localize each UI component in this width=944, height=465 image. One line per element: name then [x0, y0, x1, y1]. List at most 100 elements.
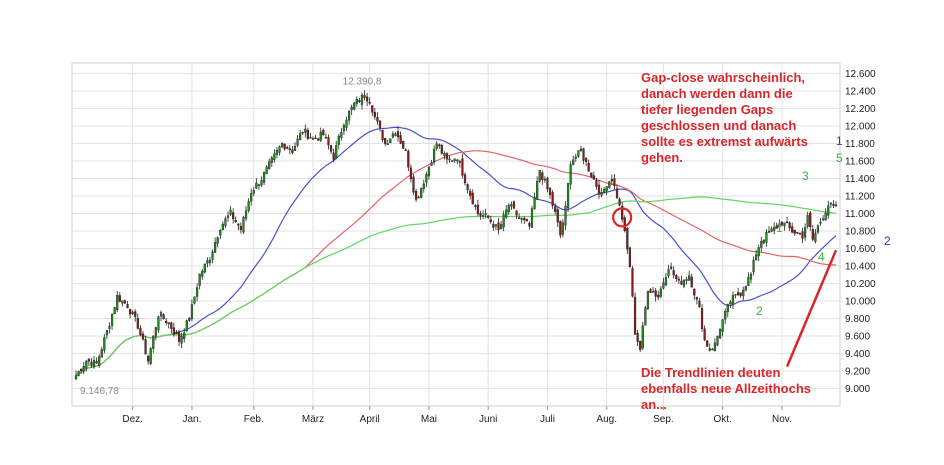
candle-body	[229, 209, 232, 215]
candle-body	[381, 130, 384, 140]
candle-body	[657, 294, 660, 298]
candle-body	[649, 289, 652, 293]
candle-body	[579, 148, 583, 152]
candle-body	[595, 180, 598, 187]
candle-body	[324, 136, 328, 139]
candle-body	[360, 94, 364, 105]
candle-body	[347, 111, 351, 121]
candle-body	[801, 231, 804, 239]
candle-body	[340, 132, 343, 138]
candle-body	[749, 273, 753, 280]
candle-body	[291, 149, 294, 153]
candle-body	[118, 295, 121, 302]
candle-body	[152, 335, 155, 349]
candle-body	[139, 327, 142, 335]
candle-body	[675, 275, 678, 279]
candle-body	[822, 218, 825, 221]
x-tick-label: Mai	[421, 414, 437, 425]
candle-body	[252, 190, 255, 194]
x-tick-label: Aug.	[596, 414, 617, 425]
candle-body	[476, 204, 480, 215]
candle-body	[412, 176, 415, 193]
candle-body	[275, 150, 279, 155]
candle-body	[386, 143, 389, 145]
y-tick-label: 10.800	[845, 227, 876, 238]
candle-body	[407, 150, 410, 168]
wave-label-blue-1: 1	[836, 134, 843, 148]
candle-body	[311, 138, 315, 140]
candle-body	[788, 222, 791, 229]
candle-body	[587, 163, 590, 172]
x-axis-ticks: Dez. Jan. Feb. März April Mai Juni Juli Aug. Sep.…	[122, 414, 791, 425]
candle-body	[288, 148, 291, 151]
x-tick-label: Feb.	[244, 414, 264, 425]
x-tick-label: Okt.	[713, 414, 731, 425]
candle-body	[306, 130, 309, 139]
candle-body	[232, 212, 235, 220]
candle-body	[144, 339, 147, 355]
candle-body	[319, 131, 322, 141]
candle-body	[760, 240, 763, 248]
candle-body	[497, 222, 500, 230]
candle-body	[327, 137, 330, 146]
candle-body	[590, 172, 593, 177]
candle-body	[170, 322, 173, 329]
gap-close-note: Gap-close wahrscheinlich, danach werden …	[641, 70, 808, 165]
candle-body	[755, 254, 758, 261]
candle-body	[203, 263, 206, 273]
candle-body	[809, 212, 812, 228]
candle-body	[402, 140, 405, 149]
candle-body	[77, 370, 80, 376]
candle-body	[128, 309, 132, 315]
candle-body	[739, 292, 742, 296]
candle-body	[628, 247, 632, 268]
candle-body	[177, 331, 181, 342]
candle-body	[430, 162, 433, 166]
candle-body	[283, 143, 286, 150]
candle-body	[713, 342, 717, 351]
candle-body	[639, 341, 642, 350]
candle-body	[752, 259, 755, 273]
candle-body	[82, 366, 85, 372]
candle-body	[224, 218, 227, 227]
candle-body	[188, 317, 191, 321]
candle-body	[561, 222, 565, 235]
candle-body	[541, 172, 544, 180]
candle-body	[219, 229, 222, 236]
candle-body	[221, 223, 224, 230]
candle-body	[711, 348, 714, 351]
candle-body	[185, 320, 188, 332]
y-tick-label: 11.200	[845, 192, 875, 203]
candle-body	[198, 273, 201, 286]
candle-body	[368, 101, 371, 104]
candle-body	[559, 221, 562, 236]
candle-body	[425, 174, 428, 183]
candle-body	[422, 183, 425, 189]
candle-body	[432, 148, 436, 163]
y-tick-label: 11.400	[845, 174, 875, 185]
wave-label-green-1: 1	[776, 221, 783, 235]
candle-body	[394, 133, 397, 137]
candle-body	[597, 184, 601, 195]
candle-body	[731, 295, 735, 305]
candle-body	[100, 349, 103, 358]
candle-body	[641, 325, 644, 349]
candle-body	[677, 278, 680, 281]
candle-body	[363, 95, 366, 99]
candle-body	[494, 224, 498, 227]
candle-body	[456, 159, 459, 162]
overlay-marks	[612, 207, 838, 368]
candle-body	[448, 158, 451, 161]
candle-body	[706, 340, 709, 347]
gap-marker-circle	[612, 207, 633, 228]
candle-body	[355, 98, 358, 104]
candle-body	[770, 228, 773, 232]
candle-body	[280, 142, 284, 148]
candle-body	[237, 223, 240, 226]
candle-body	[98, 356, 101, 366]
candle-body	[584, 158, 588, 162]
candle-body	[633, 296, 637, 335]
wave-label-green-2: 2	[756, 304, 763, 318]
candle-body	[829, 202, 832, 205]
